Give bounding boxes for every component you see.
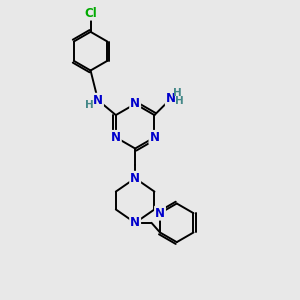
- Text: N: N: [149, 131, 159, 144]
- Text: H: H: [85, 100, 94, 110]
- Text: H: H: [175, 96, 184, 106]
- Text: N: N: [130, 216, 140, 229]
- Text: N: N: [130, 98, 140, 110]
- Text: N: N: [155, 207, 165, 220]
- Text: N: N: [166, 92, 176, 105]
- Text: N: N: [111, 131, 121, 144]
- Text: Cl: Cl: [84, 7, 97, 20]
- Text: N: N: [93, 94, 103, 107]
- Text: H: H: [173, 88, 182, 98]
- Text: N: N: [130, 172, 140, 185]
